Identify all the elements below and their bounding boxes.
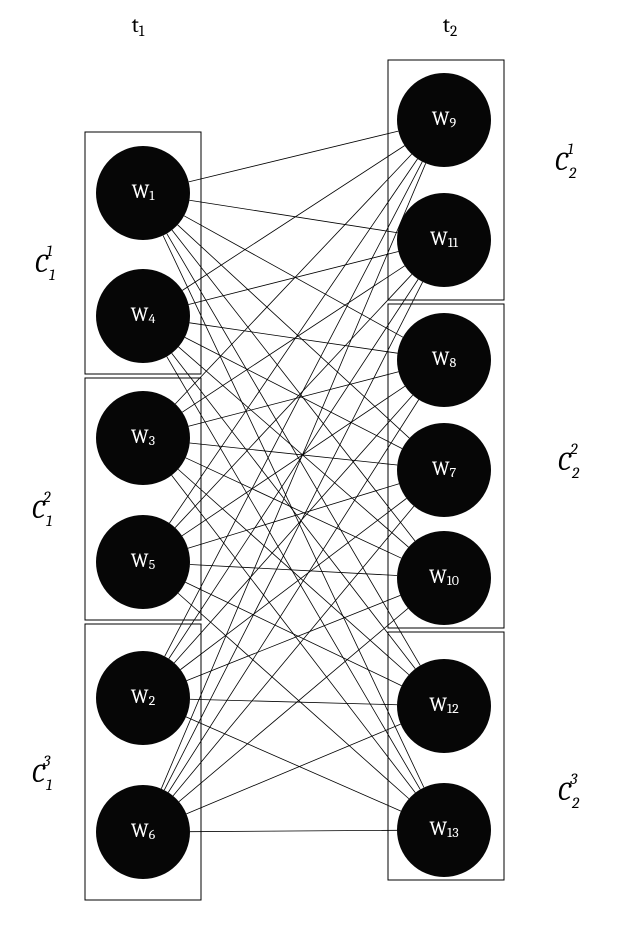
node-W9: W9 xyxy=(397,73,491,167)
bipartite-diagram: W1W4W3W5W2W6W9W11W8W7W10W12W13t1t2C11C12… xyxy=(0,0,629,949)
node-W7: W7 xyxy=(397,423,491,517)
node-W2: W2 xyxy=(96,651,190,745)
node-W3: W3 xyxy=(96,391,190,485)
node-W12: W12 xyxy=(397,659,491,753)
node-W13: W13 xyxy=(397,783,491,877)
node-W8: W8 xyxy=(397,313,491,407)
node-W10: W10 xyxy=(397,531,491,625)
node-W1: W1 xyxy=(96,146,190,240)
node-W5: W5 xyxy=(96,515,190,609)
node-W6: W6 xyxy=(96,785,190,879)
node-W11: W11 xyxy=(397,193,491,287)
node-W4: W4 xyxy=(96,269,190,363)
